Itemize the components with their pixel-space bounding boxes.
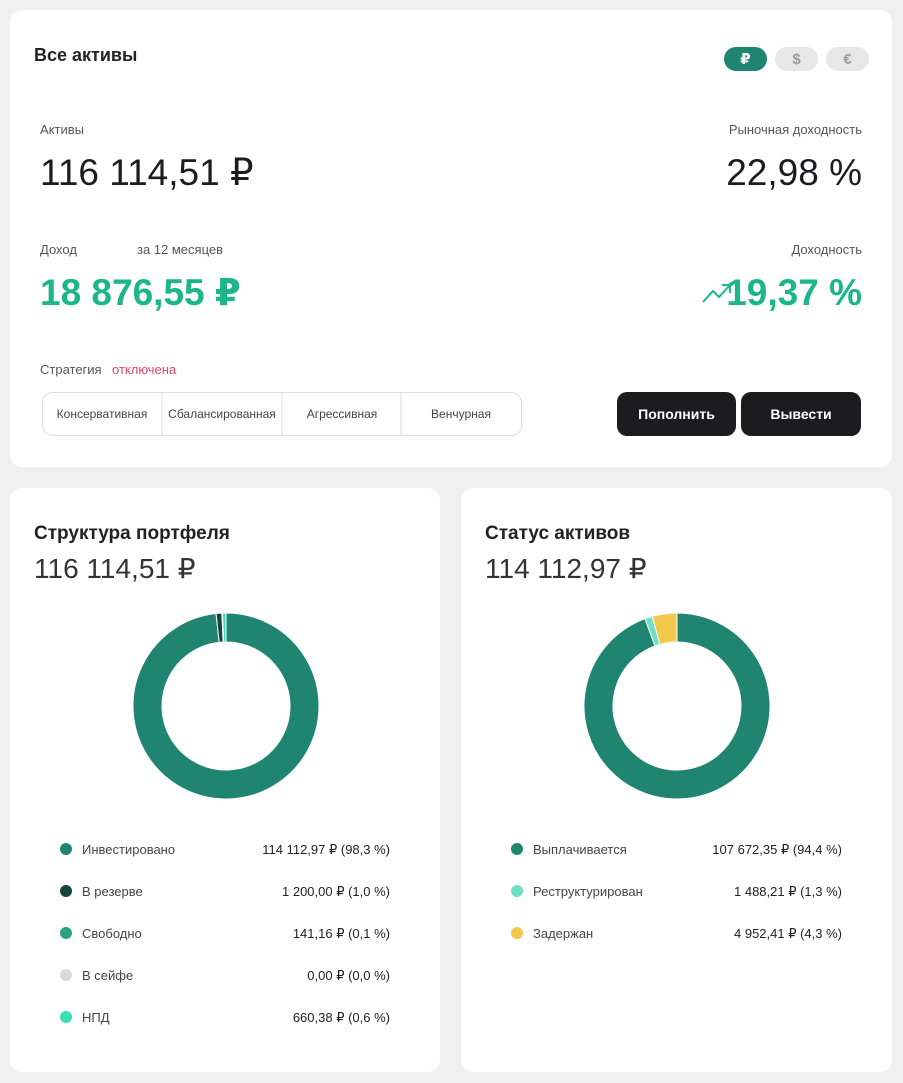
legend-value: 0,00 ₽ (0,0 %) xyxy=(307,968,390,983)
strategy-option[interactable]: Консервативная xyxy=(57,407,148,421)
legend-swatch xyxy=(60,1011,72,1023)
legend-value: 1 488,21 ₽ (1,3 %) xyxy=(734,884,842,899)
currency-pill[interactable] xyxy=(724,47,767,71)
legend-value: 114 112,97 ₽ (98,3 %) xyxy=(262,842,390,857)
income-label: Доход xyxy=(40,242,77,257)
legend-swatch xyxy=(511,843,523,855)
strategy-option[interactable]: Сбалансированная xyxy=(168,407,276,421)
withdraw-button[interactable] xyxy=(741,392,861,436)
legend-label: НПД xyxy=(82,1010,110,1025)
legend-swatch xyxy=(60,843,72,855)
deposit-button-label[interactable]: Пополнить xyxy=(638,406,715,422)
legend-label: В резерве xyxy=(82,884,143,899)
market-yield-label: Рыночная доходность xyxy=(729,122,862,137)
chart-title: Статус активов xyxy=(485,523,630,544)
legend-value: 4 952,41 ₽ (4,3 %) xyxy=(734,926,842,941)
donut-segment xyxy=(221,612,227,643)
legend-label: Задержан xyxy=(533,926,593,941)
legend-swatch xyxy=(60,885,72,897)
assets-label: Активы xyxy=(40,122,84,137)
legend-swatch xyxy=(511,927,523,939)
trend-icon xyxy=(722,284,731,293)
page-title: Все активы xyxy=(34,45,137,65)
income-value: 18 876,55 ₽ xyxy=(40,272,241,313)
legend-swatch xyxy=(60,969,72,981)
legend-swatch xyxy=(511,885,523,897)
income-period: за 12 месяцев xyxy=(137,242,223,257)
market-yield-value: 22,98 % xyxy=(726,152,862,193)
strategy-label: Стратегия xyxy=(40,362,102,377)
chart-total: 114 112,97 ₽ xyxy=(485,553,647,584)
legend-label: В сейфе xyxy=(82,968,133,983)
deposit-button[interactable] xyxy=(617,392,736,436)
trend-icon xyxy=(702,284,731,303)
donut-segment xyxy=(651,612,678,645)
assets-value: 116 114,51 ₽ xyxy=(40,152,254,193)
yield-label: Доходность xyxy=(791,242,862,257)
strategy-option[interactable]: Агрессивная xyxy=(307,407,378,421)
strategy-status: отключена xyxy=(112,362,177,377)
legend-swatch xyxy=(60,927,72,939)
donut-segment xyxy=(132,612,320,800)
donut-segment xyxy=(583,612,771,800)
currency[interactable]: € xyxy=(843,51,852,68)
currency-pill[interactable] xyxy=(775,47,818,71)
legend-value: 141,16 ₽ (0,1 %) xyxy=(293,926,390,941)
legend-label: Инвестировано xyxy=(82,842,175,857)
legend-label: Реструктурирован xyxy=(533,884,643,899)
currency[interactable]: ₽ xyxy=(740,51,750,68)
legend-label: Свободно xyxy=(82,926,142,941)
currency[interactable]: $ xyxy=(792,51,801,68)
currency-pill[interactable] xyxy=(826,47,869,71)
legend-value: 1 200,00 ₽ (1,0 %) xyxy=(282,884,390,899)
chart-title: Структура портфеля xyxy=(34,523,230,544)
chart-total: 116 114,51 ₽ xyxy=(34,553,196,584)
strategy-option[interactable]: Венчурная xyxy=(431,407,491,421)
yield-value: 19,37 % xyxy=(726,272,862,313)
summary-card xyxy=(10,10,892,467)
legend-label: Выплачивается xyxy=(533,842,627,857)
legend-value: 660,38 ₽ (0,6 %) xyxy=(293,1010,390,1025)
legend-value: 107 672,35 ₽ (94,4 %) xyxy=(712,842,842,857)
withdraw-button-label[interactable]: Вывести xyxy=(770,406,831,422)
